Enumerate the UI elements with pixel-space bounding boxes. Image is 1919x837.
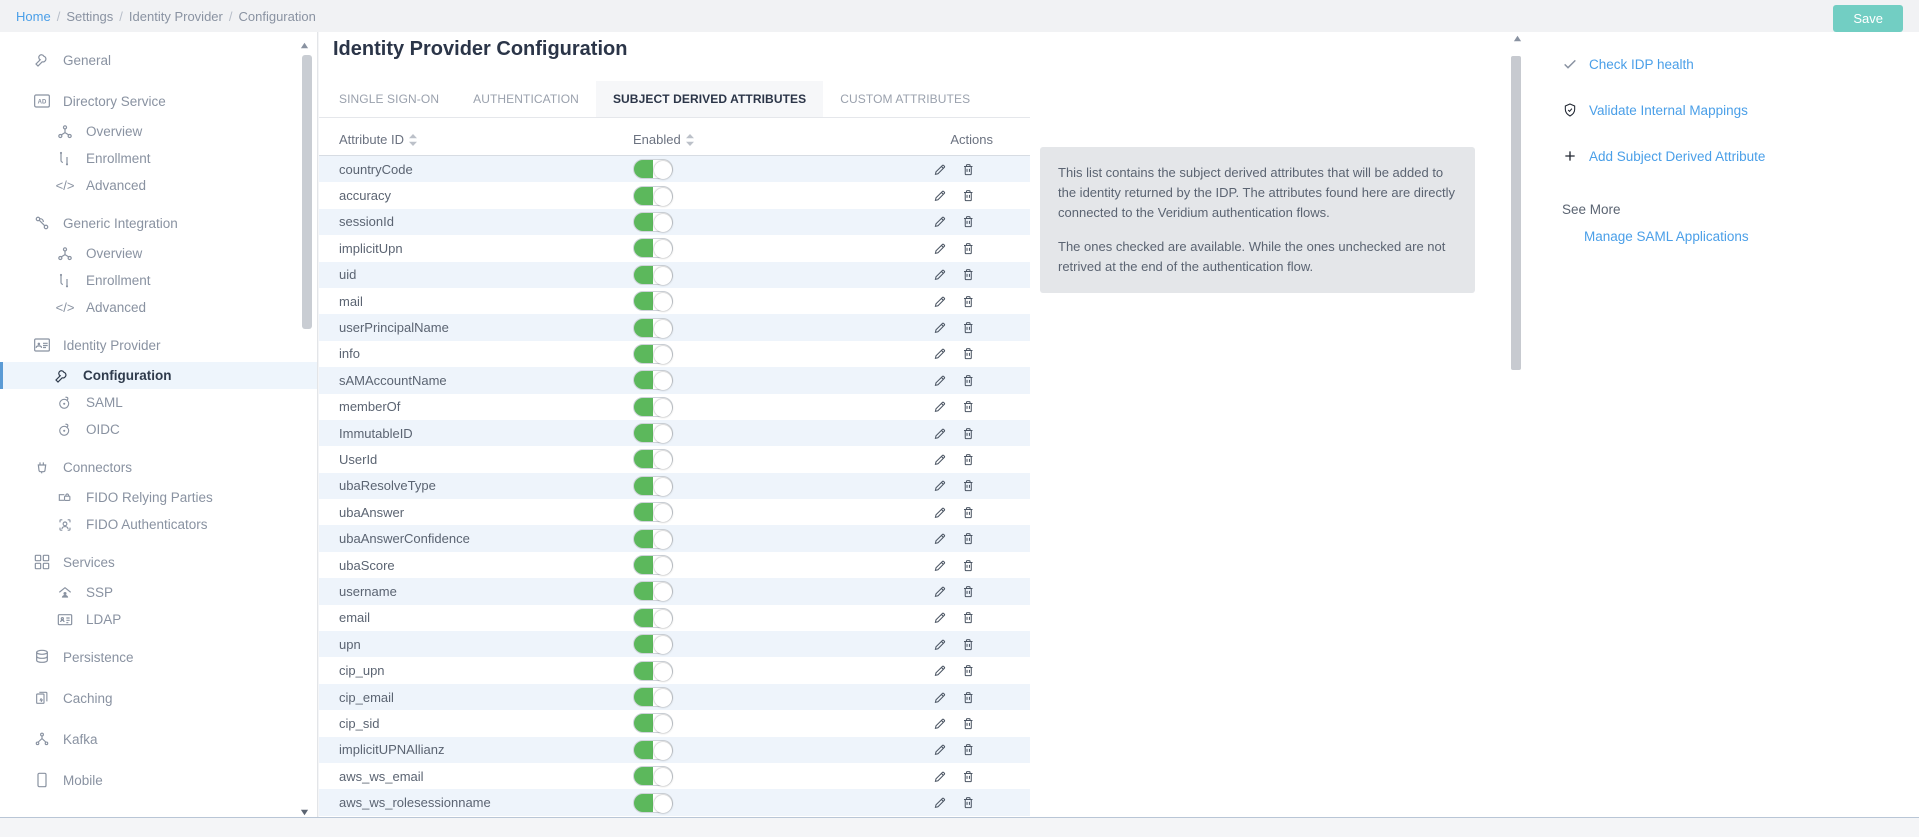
svg-text:AD: AD xyxy=(38,100,47,106)
